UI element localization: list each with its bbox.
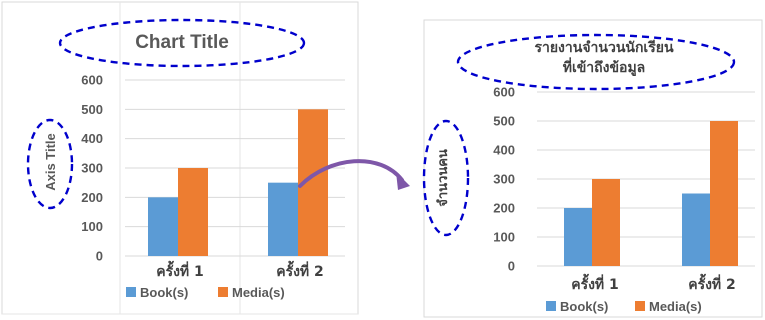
right-bar-books-1 bbox=[564, 208, 592, 266]
left-bars bbox=[148, 109, 328, 256]
left-y-tick-labels: 0 100 200 300 400 500 600 bbox=[81, 73, 103, 264]
right-bar-media-1 bbox=[592, 179, 620, 266]
left-sheet-cell-lines bbox=[2, 2, 358, 315]
right-y-tick-500: 500 bbox=[493, 114, 515, 129]
transform-arrow bbox=[298, 159, 410, 190]
right-bar-media-2 bbox=[710, 121, 738, 266]
right-chart-panel: 0 100 200 300 400 500 600 ครั้งที่ 1 ครั้งที่ 2… bbox=[423, 19, 763, 318]
right-legend-label-books: Book(s) bbox=[560, 299, 608, 314]
right-y-tick-labels: 0 100 200 300 400 500 600 bbox=[493, 85, 515, 274]
right-chart-title-line-2: ที่เข้าถึงข้อมูล bbox=[563, 57, 646, 76]
right-y-tick-400: 400 bbox=[493, 143, 515, 158]
right-legend-swatch-books bbox=[546, 301, 556, 311]
left-bar-books-1 bbox=[148, 197, 178, 256]
left-y-tick-0: 0 bbox=[96, 249, 103, 264]
right-legend: Book(s) Media(s) bbox=[546, 299, 702, 314]
right-chart-title-line-1: รายงานจำนวนนักเรียน bbox=[534, 40, 673, 56]
right-legend-label-media: Media(s) bbox=[649, 299, 702, 314]
left-y-tick-500: 500 bbox=[81, 102, 103, 117]
left-legend: Book(s) Media(s) bbox=[126, 285, 285, 300]
left-y-tick-400: 400 bbox=[81, 131, 103, 146]
left-chart-panel: 0 100 200 300 400 500 600 ครั้งที่ 1 ครั้งที่ 2… bbox=[1, 1, 359, 315]
left-legend-label-media: Media(s) bbox=[232, 285, 285, 300]
left-legend-swatch-books bbox=[126, 287, 136, 297]
right-legend-swatch-media bbox=[635, 301, 645, 311]
left-chart-title: Chart Title bbox=[135, 32, 229, 53]
left-bar-books-2 bbox=[268, 182, 298, 256]
left-category-labels: ครั้งที่ 1 ครั้งที่ 2 bbox=[156, 260, 324, 280]
transform-arrow-head bbox=[396, 172, 410, 190]
right-category-label-1: ครั้งที่ 1 bbox=[571, 273, 619, 293]
left-category-label-1: ครั้งที่ 1 bbox=[156, 260, 204, 280]
right-chart-area bbox=[423, 19, 763, 318]
right-y-tick-200: 200 bbox=[493, 201, 515, 216]
left-axis-title: Axis Title bbox=[43, 133, 58, 191]
left-bar-media-1 bbox=[178, 168, 208, 256]
right-y-tick-600: 600 bbox=[493, 85, 515, 100]
left-legend-swatch-media bbox=[218, 287, 228, 297]
right-y-tick-300: 300 bbox=[493, 172, 515, 187]
right-y-tick-100: 100 bbox=[493, 230, 515, 245]
left-y-tick-300: 300 bbox=[81, 161, 103, 176]
right-bar-books-2 bbox=[682, 193, 710, 266]
right-axis-title-highlight-ellipse bbox=[422, 119, 470, 237]
left-y-tick-200: 200 bbox=[81, 190, 103, 205]
right-title-highlight-ellipse bbox=[456, 33, 736, 91]
right-axis-title: จำนวนคน bbox=[435, 149, 451, 207]
right-y-tick-0: 0 bbox=[508, 259, 515, 274]
left-axis-title-highlight-ellipse bbox=[26, 118, 74, 210]
right-category-labels: ครั้งที่ 1 ครั้งที่ 2 bbox=[571, 273, 736, 293]
right-category-label-2: ครั้งที่ 2 bbox=[688, 273, 736, 293]
left-legend-label-books: Book(s) bbox=[140, 285, 188, 300]
transform-arrow-curve bbox=[298, 159, 404, 188]
left-y-tick-600: 600 bbox=[81, 73, 103, 88]
right-bars bbox=[564, 121, 738, 266]
left-category-label-2: ครั้งที่ 2 bbox=[276, 260, 324, 280]
left-y-tick-100: 100 bbox=[81, 219, 103, 234]
left-title-highlight-ellipse bbox=[58, 18, 306, 68]
